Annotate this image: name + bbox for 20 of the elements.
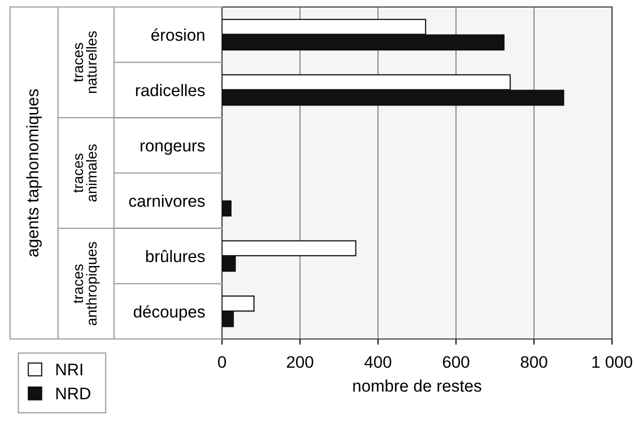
text: traces anthropiques — [74, 242, 100, 326]
bar — [222, 200, 232, 216]
x-tick-label: 400 — [364, 356, 392, 368]
y-tick-label: brûlures — [146, 250, 205, 262]
x-tick-label: 0 — [218, 356, 226, 368]
y-tick-label: rongeurs — [140, 142, 205, 155]
y-tick-label: découpes — [134, 305, 205, 321]
legend-label: NRI — [56, 364, 82, 376]
text: agents taphonomiques — [26, 89, 42, 257]
legend-label: NRD — [56, 388, 90, 400]
x-tick-label: 200 — [286, 356, 314, 368]
x-tick-label: 1 000 — [592, 356, 632, 368]
x-tick-label: 600 — [442, 356, 470, 368]
y-tick-label: érosion — [151, 28, 204, 41]
y-tick-label: radicelles — [136, 84, 205, 96]
x-axis-title: nombre de restes — [353, 380, 482, 392]
text: traces animales — [74, 144, 97, 202]
y-tick-label: carnivores — [129, 194, 205, 207]
x-tick-label: 800 — [520, 356, 548, 368]
text: traces naturelles — [74, 31, 97, 93]
